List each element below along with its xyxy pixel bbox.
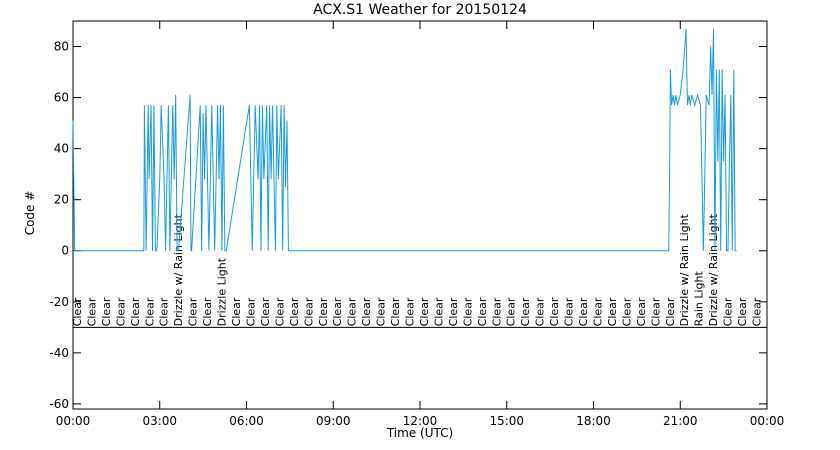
weather-annotation: Clear xyxy=(592,297,605,326)
series-line xyxy=(72,28,737,252)
weather-annotation: Clear xyxy=(100,297,113,326)
weather-annotation: Clear xyxy=(548,297,561,326)
y-tick-label: -60 xyxy=(49,397,69,411)
weather-annotation: Clear xyxy=(360,297,373,326)
weather-annotation: Rain Light xyxy=(693,271,706,327)
x-tick-label: 06:00 xyxy=(229,414,264,428)
weather-annotation: Clear xyxy=(129,297,142,326)
y-tick-label: 0 xyxy=(61,244,69,258)
weather-annotation: Clear xyxy=(751,297,764,326)
weather-annotation: Clear xyxy=(230,297,243,326)
weather-annotation: Clear xyxy=(476,297,489,326)
weather-annotation: Clear xyxy=(317,297,330,326)
weather-annotation: Clear xyxy=(404,297,417,326)
weather-annotation: Clear xyxy=(577,297,590,326)
weather-annotation: Clear xyxy=(563,297,576,326)
weather-annotation: Clear xyxy=(606,297,619,326)
x-tick-label: 18:00 xyxy=(576,414,611,428)
weather-annotation: Clear xyxy=(432,297,445,326)
weather-annotation: Clear xyxy=(114,297,127,326)
weather-annotation: Clear xyxy=(447,297,460,326)
weather-annotation: Clear xyxy=(461,297,474,326)
chart-title: ACX.S1 Weather for 20150124 xyxy=(313,2,527,18)
weather-annotation: Clear xyxy=(722,297,735,326)
weather-annotation: Clear xyxy=(143,297,156,326)
x-tick-label: 15:00 xyxy=(489,414,524,428)
weather-annotation: Clear xyxy=(375,297,388,326)
weather-annotation: Clear xyxy=(331,297,344,326)
weather-annotation: Drizzle Light xyxy=(216,257,229,326)
weather-annotation: Clear xyxy=(635,297,648,326)
weather-annotation: Clear xyxy=(620,297,633,326)
weather-annotation: Drizzle w/ Rain Light xyxy=(707,213,720,326)
weather-annotation: Clear xyxy=(201,297,214,326)
weather-annotation: Clear xyxy=(259,297,272,326)
weather-annotation: Clear xyxy=(245,297,258,326)
weather-annotation: Clear xyxy=(158,297,171,326)
weather-annotation: Drizzle w/ Rain Light xyxy=(678,213,691,326)
y-axis-label: Code # xyxy=(23,191,37,236)
weather-annotation: Clear xyxy=(85,297,98,326)
weather-annotation: Clear xyxy=(519,297,532,326)
x-tick-label: 12:00 xyxy=(403,414,438,428)
weather-annotation: Drizzle w/ Rain Light xyxy=(172,213,185,326)
weather-annotation: Clear xyxy=(288,297,301,326)
weather-annotation: Clear xyxy=(490,297,503,326)
x-tick-label: 00:00 xyxy=(750,414,785,428)
weather-annotation: Clear xyxy=(664,297,677,326)
weather-annotation: Clear xyxy=(649,297,662,326)
x-tick-label: 09:00 xyxy=(316,414,351,428)
weather-annotation: Clear xyxy=(418,297,431,326)
weather-annotation: Clear xyxy=(273,297,286,326)
x-tick-label: 03:00 xyxy=(142,414,177,428)
weather-annotation: Clear xyxy=(736,297,749,326)
y-tick-label: 60 xyxy=(54,91,69,105)
weather-annotation: Clear xyxy=(389,297,402,326)
y-tick-label: 40 xyxy=(54,142,69,156)
weather-annotation: Clear xyxy=(187,297,200,326)
x-axis-label: Time (UTC) xyxy=(386,426,453,440)
y-tick-label: -20 xyxy=(49,295,69,309)
weather-annotation: Clear xyxy=(534,297,547,326)
y-tick-label: 20 xyxy=(54,193,69,207)
x-tick-label: 21:00 xyxy=(663,414,698,428)
weather-annotation: Clear xyxy=(71,297,84,326)
y-tick-label: 80 xyxy=(54,40,69,54)
weather-annotation: Clear xyxy=(505,297,518,326)
weather-annotation: Clear xyxy=(302,297,315,326)
weather-annotation: Clear xyxy=(346,297,359,326)
x-tick-label: 00:00 xyxy=(56,414,91,428)
y-tick-label: -40 xyxy=(49,346,69,360)
